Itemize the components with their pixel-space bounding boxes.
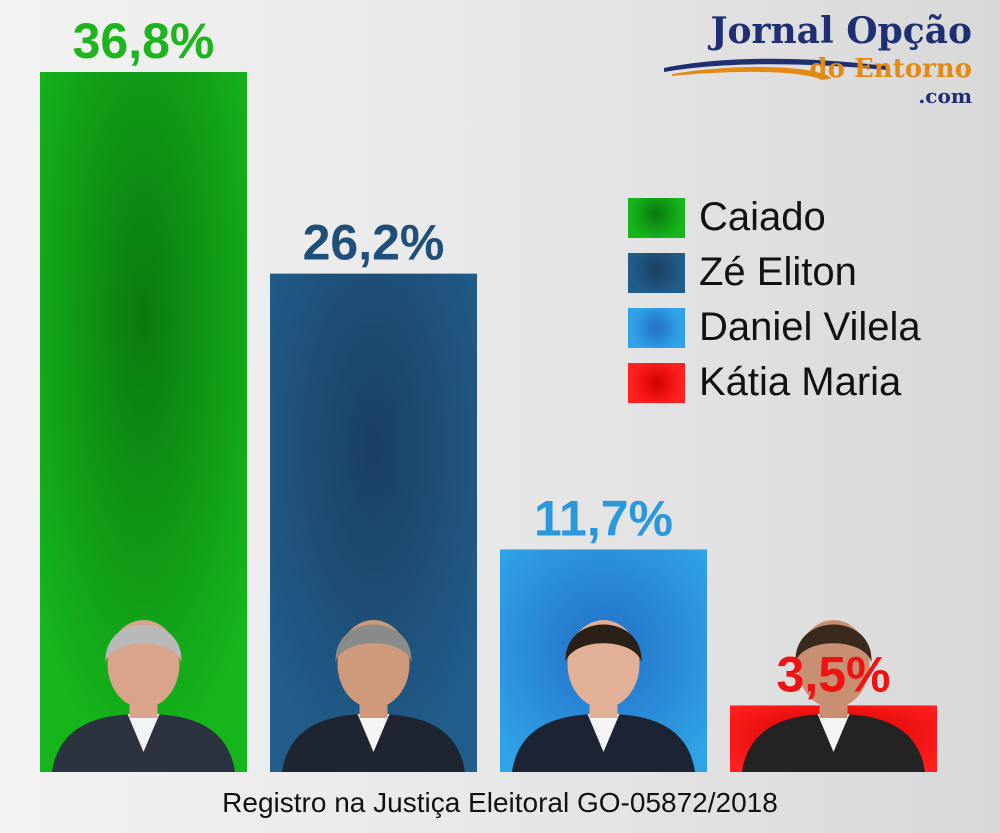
logo: Jornal Opção do Entorno .com [662,10,972,110]
legend-label-katia-maria: Kátia Maria [699,360,902,404]
legend-item-ze-eliton: Zé Eliton [628,245,968,300]
bars-layer [40,72,937,772]
value-label-katia-maria: 3,5% [777,646,891,702]
candidate-photo-daniel-vilela [512,620,695,772]
logo-subtitle: do Entorno [809,54,972,84]
logo-domain: .com [918,84,972,108]
candidate-photo-katia-maria [742,620,925,772]
logo-title: Jornal Opção [710,10,972,52]
logo-swoosh-icon [664,58,887,80]
candidate-photo-ze-eliton [282,620,465,772]
legend-label-daniel-vilela: Daniel Vilela [699,305,921,349]
value-label-daniel-vilela: 11,7% [534,490,673,546]
legend-item-daniel-vilela: Daniel Vilela [628,300,968,355]
value-label-caiado: 36,8% [73,13,215,69]
legend-label-ze-eliton: Zé Eliton [699,250,857,294]
candidate-photo-caiado [52,620,235,772]
value-labels-layer: 36,8% 26,2% 11,7% 3,5% [73,13,891,702]
value-label-ze-eliton: 26,2% [303,215,445,271]
legend-swatch-katia-maria [628,362,685,403]
legend-swatch-daniel-vilela [628,307,685,348]
legend-item-katia-maria: Kátia Maria [628,355,968,410]
legend-swatch-ze-eliton [628,252,685,293]
legend-item-caiado: Caiado [628,190,968,245]
photos-layer [52,620,925,772]
registration-footer: Registro na Justiça Eleitoral GO-05872/2… [222,787,778,818]
legend-swatch-caiado [628,197,685,238]
legend-label-caiado: Caiado [699,195,826,239]
chart-legend: Caiado Zé Eliton Daniel Vilela Kátia Mar… [628,190,968,410]
